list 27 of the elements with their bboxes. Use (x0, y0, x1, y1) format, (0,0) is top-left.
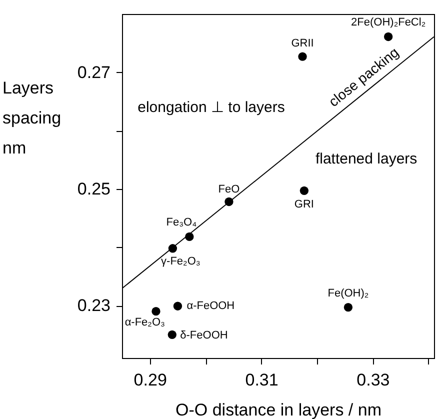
x-tick-label: 0.33 (356, 370, 390, 390)
series-label: α-Fe₂O₃ (124, 316, 165, 328)
point (344, 302, 353, 312)
x-axis-title: O-O distance in layers / nm (176, 400, 382, 419)
point (298, 52, 307, 61)
point (152, 307, 160, 316)
y-tick-label: 0.23 (77, 296, 110, 316)
point (384, 32, 393, 42)
point (300, 186, 309, 195)
series-label: Fe(OH)₂ (328, 287, 369, 300)
x-tick-label: 0.31 (245, 370, 278, 390)
point (173, 302, 182, 310)
series-label: α-FeOOH (186, 300, 235, 312)
series-label: γ-Fe₂O₃ (161, 255, 200, 268)
x-tick-label: 0.29 (134, 370, 167, 390)
point (168, 330, 176, 339)
annotation: elongation ⊥ to layers (138, 98, 285, 116)
y-tick-label: 0.25 (77, 179, 110, 198)
series-label: δ-FeOOH (180, 330, 228, 342)
series-label: GRI (294, 198, 314, 211)
series-label: GRII (291, 38, 314, 50)
series-label: FeO (218, 184, 240, 196)
annotation: flattened layers (315, 150, 418, 168)
y-tick-label: 0.27 (77, 62, 110, 82)
series-label: Fe₃O₄ (166, 216, 198, 229)
y-axis-title: Layers spacing nm (2, 78, 62, 158)
series-label: 2Fe(OH)₂FeCl₂ (351, 16, 426, 29)
